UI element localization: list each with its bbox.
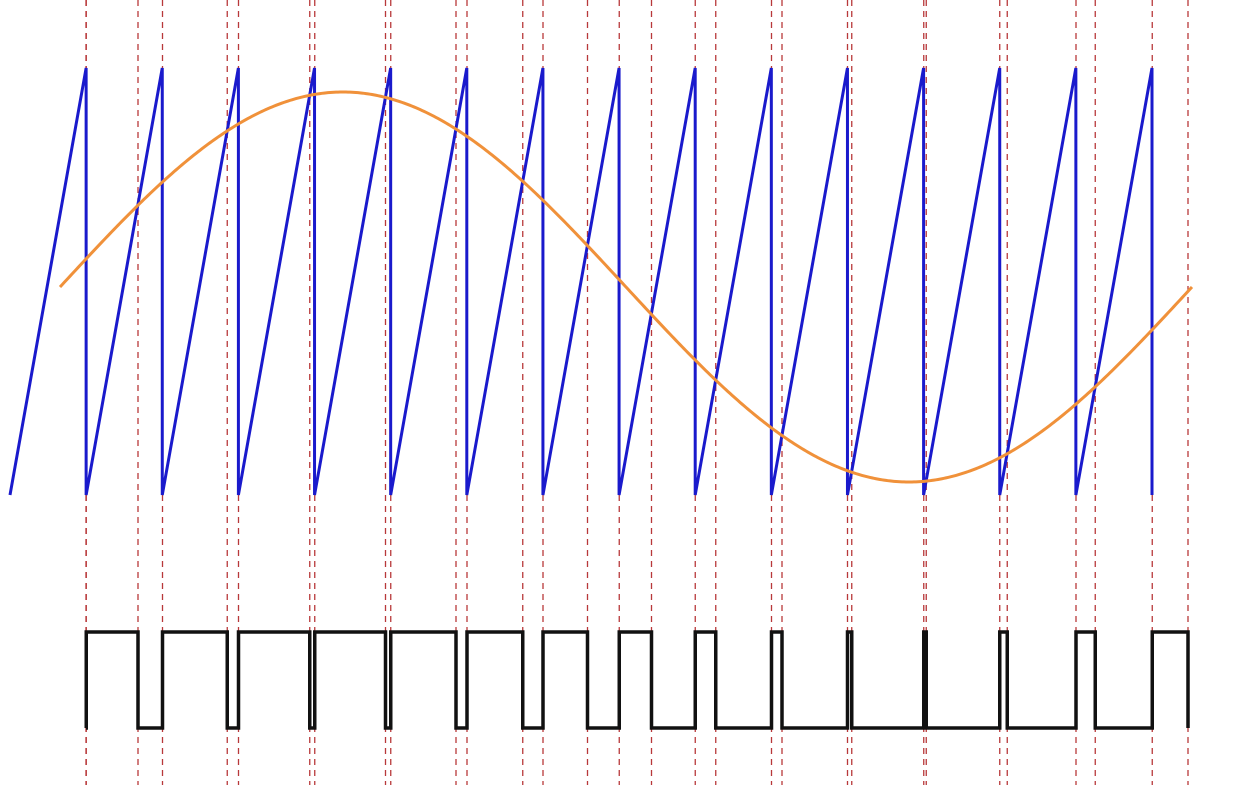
sawtooth-carrier bbox=[8, 67, 1154, 496]
sine-reference bbox=[58, 90, 1194, 484]
pwm-output bbox=[84, 630, 1190, 730]
